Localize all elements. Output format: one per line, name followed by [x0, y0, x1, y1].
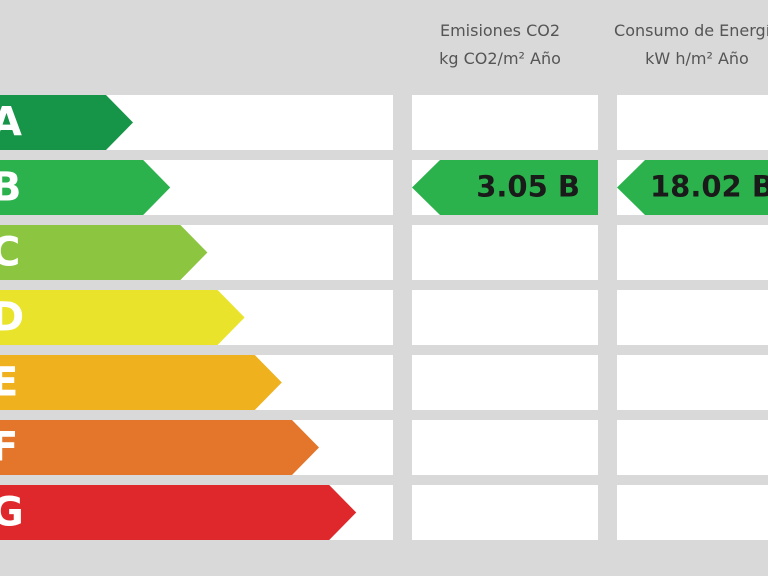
rating-label: 18.02 B	[650, 170, 768, 204]
column-unit: kW h/m² Año	[645, 49, 749, 68]
row-cell	[617, 95, 768, 150]
grade-letter: F	[0, 425, 18, 471]
grade-arrow	[0, 485, 357, 540]
rating-arrow	[412, 160, 598, 215]
column-title: Consumo de Energía	[614, 21, 768, 40]
grade-letter: A	[0, 100, 22, 146]
row-cell	[617, 420, 768, 475]
grade-arrow	[0, 355, 282, 410]
row-cell	[412, 95, 598, 150]
grade-arrow	[0, 420, 319, 475]
rating-label: 3.05 B	[476, 170, 580, 204]
grade-arrow	[0, 160, 171, 215]
row-cell	[412, 290, 598, 345]
row-cell	[412, 485, 598, 540]
row-cell	[412, 355, 598, 410]
grade-letter: C	[0, 230, 20, 276]
rating-arrow	[617, 160, 768, 215]
grade-letter: B	[0, 165, 22, 211]
grade-arrow	[0, 225, 208, 280]
row-cell	[617, 355, 768, 410]
column-title: Emisiones CO2	[440, 21, 560, 40]
column-unit: kg CO2/m² Año	[439, 49, 561, 68]
row-cell	[617, 290, 768, 345]
grade-letter: E	[0, 360, 18, 406]
grade-arrow	[0, 290, 245, 345]
grade-arrow	[0, 95, 133, 150]
row-cell	[617, 485, 768, 540]
row-cell	[412, 420, 598, 475]
row-cell	[617, 225, 768, 280]
row-cell	[412, 225, 598, 280]
grade-letter: D	[0, 295, 24, 341]
grade-letter: G	[0, 490, 24, 536]
